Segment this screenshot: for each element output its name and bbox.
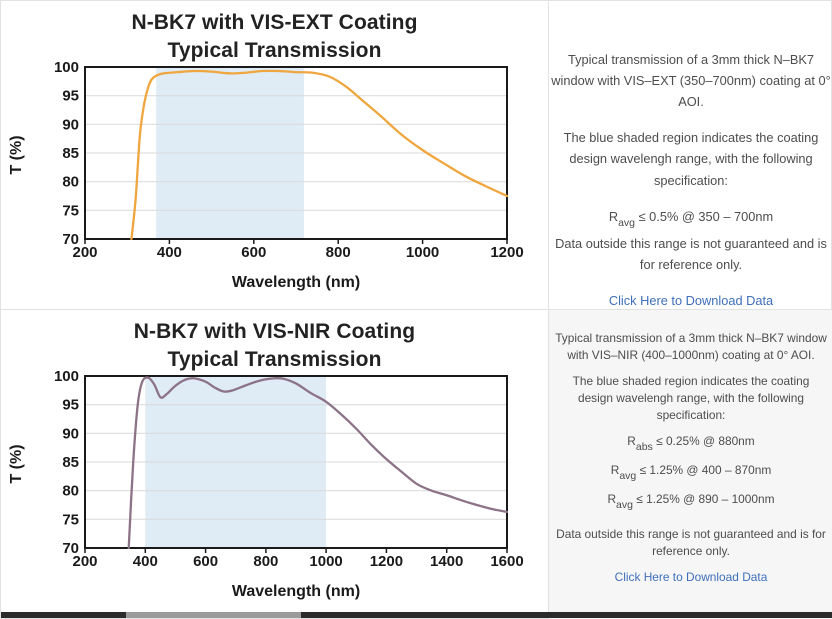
svg-text:Wavelength (nm): Wavelength (nm) — [232, 583, 360, 600]
svg-text:75: 75 — [62, 202, 79, 219]
svg-text:100: 100 — [54, 59, 79, 76]
svg-text:75: 75 — [62, 511, 79, 528]
svg-text:T (%): T (%) — [8, 135, 25, 174]
svg-text:600: 600 — [241, 244, 266, 261]
svg-text:100: 100 — [54, 368, 79, 385]
svg-text:70: 70 — [62, 231, 79, 248]
svg-text:95: 95 — [62, 397, 79, 414]
svg-text:1000: 1000 — [406, 244, 439, 261]
svg-text:80: 80 — [62, 174, 79, 191]
svg-text:Wavelength (nm): Wavelength (nm) — [232, 274, 360, 291]
svg-text:1600: 1600 — [490, 553, 523, 570]
svg-text:800: 800 — [326, 244, 351, 261]
svg-text:90: 90 — [62, 116, 79, 133]
svg-text:85: 85 — [62, 145, 79, 162]
svg-text:70: 70 — [62, 540, 79, 557]
svg-text:85: 85 — [62, 454, 79, 471]
svg-text:400: 400 — [133, 553, 158, 570]
svg-text:80: 80 — [62, 483, 79, 500]
svg-text:95: 95 — [62, 88, 79, 105]
svg-text:90: 90 — [62, 425, 79, 442]
svg-text:600: 600 — [193, 553, 218, 570]
svg-text:1200: 1200 — [490, 244, 523, 261]
svg-text:1200: 1200 — [370, 553, 403, 570]
svg-text:1000: 1000 — [309, 553, 342, 570]
svg-text:T (%): T (%) — [8, 444, 25, 483]
svg-text:1400: 1400 — [430, 553, 463, 570]
svg-text:800: 800 — [253, 553, 278, 570]
svg-text:400: 400 — [157, 244, 182, 261]
